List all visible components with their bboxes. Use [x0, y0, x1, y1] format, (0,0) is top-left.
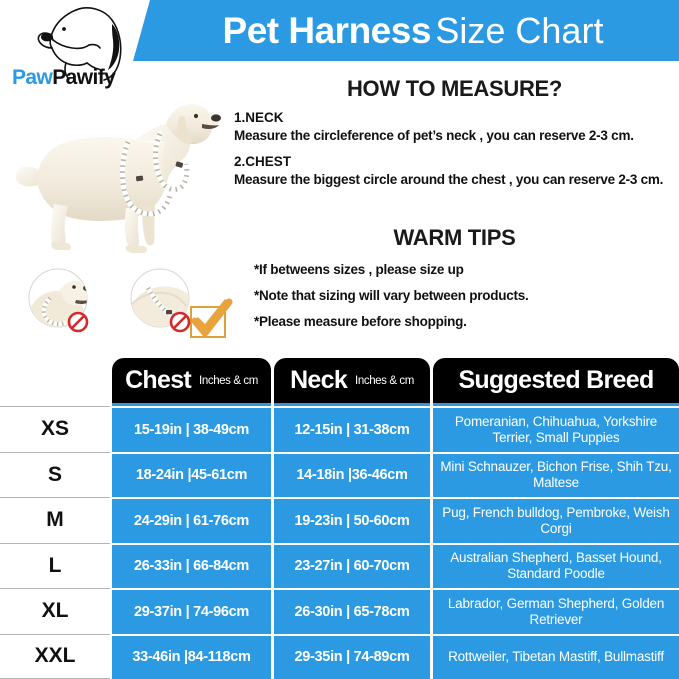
logo-word-paw: Paw	[12, 66, 53, 89]
cell-size: XXL	[0, 633, 110, 679]
incorrect-neck-inset	[28, 268, 89, 333]
size-table-header: Chest Inches & cm Neck Inches & cm Sugge…	[0, 358, 679, 406]
incorrect-chest-inset	[130, 268, 191, 333]
cell-size: L	[0, 542, 110, 588]
warm-tips-body: *If betweens sizes , please size up *Not…	[254, 262, 679, 340]
orange-checkmark-icon	[191, 298, 233, 337]
dog-nose-icon	[41, 32, 53, 42]
cell-size: XL	[0, 588, 110, 634]
dog-head-icon	[37, 7, 122, 81]
measure-step-text-2: Measure the biggest circle around the ch…	[234, 172, 664, 187]
cell-breed: Mini Schnauzer, Bichon Frise, Shih Tzu, …	[433, 451, 679, 497]
dog-measurement-photo	[15, 104, 221, 253]
table-row: XS 15-19in | 38-49cm 12-15in | 31-38cm P…	[0, 406, 679, 452]
table-row: S 18-24in |45-61cm 14-18in |36-46cm Mini…	[0, 451, 679, 497]
cell-neck: 29-35in | 74-89cm	[274, 633, 430, 679]
cell-chest: 15-19in | 38-49cm	[112, 406, 271, 452]
column-header-breed-title: Suggested Breed	[458, 366, 654, 394]
warm-tip-3: *Please measure before shopping.	[254, 314, 467, 329]
cell-breed: Australian Shepherd, Basset Hound, Stand…	[433, 542, 679, 588]
cell-size: M	[0, 497, 110, 543]
column-header-neck-title: Neck	[290, 366, 348, 394]
size-table: Chest Inches & cm Neck Inches & cm Sugge…	[0, 358, 679, 679]
cell-chest: 18-24in |45-61cm	[112, 451, 271, 497]
how-to-measure-body: 1.NECK Measure the circleference of pet’…	[234, 110, 679, 187]
cell-size: XS	[0, 406, 110, 452]
column-header-chest: Chest Inches & cm	[112, 358, 271, 406]
warm-tip-1: *If betweens sizes , please size up	[254, 262, 464, 277]
column-header-breed: Suggested Breed	[433, 358, 679, 406]
brand-logo: PawPawify	[8, 4, 138, 102]
warm-tips-heading: WARM TIPS	[393, 225, 516, 250]
column-header-neck: Neck Inches & cm	[274, 358, 430, 406]
dog-ear-icon	[108, 24, 120, 70]
table-row: XXL 33-46in |84-118cm 29-35in | 74-89cm …	[0, 633, 679, 679]
table-row: L 26-33in | 66-84cm 23-27in | 60-70cm Au…	[0, 542, 679, 588]
cell-chest: 24-29in | 61-76cm	[112, 497, 271, 543]
prohibited-icon	[169, 311, 191, 333]
header-banner: Pet Harness Size Chart	[133, 0, 679, 61]
warm-tip-2: *Note that sizing will vary between prod…	[254, 288, 529, 303]
column-header-chest-title: Chest	[125, 366, 192, 394]
measure-step-text-1: Measure the circleference of pet’s neck …	[234, 128, 634, 143]
cell-breed: Labrador, German Shepherd, Golden Retrie…	[433, 588, 679, 634]
cell-neck: 23-27in | 60-70cm	[274, 542, 430, 588]
cell-neck: 14-18in |36-46cm	[274, 451, 430, 497]
cell-breed: Pomeranian, Chihuahua, Yorkshire Terrier…	[433, 406, 679, 452]
cell-breed: Rottweiler, Tibetan Mastiff, Bullmastiff	[433, 633, 679, 679]
dog-eye-icon	[62, 27, 66, 31]
cell-neck: 19-23in | 50-60cm	[274, 497, 430, 543]
logo-wordmark: PawPawify	[12, 66, 116, 90]
illustration-panel	[2, 100, 233, 352]
banner-title-light: Size Chart	[435, 10, 604, 51]
logo-word-pawify: Pawify	[52, 66, 116, 89]
prohibited-icon	[67, 311, 89, 333]
measure-step-head-1: 1.NECK	[234, 110, 284, 125]
cell-breed: Pug, French bulldog, Pembroke, Weish Cor…	[433, 497, 679, 543]
cell-neck: 12-15in | 31-38cm	[274, 406, 430, 452]
measure-step-head-2: 2.CHEST	[234, 154, 292, 169]
cell-chest: 33-46in |84-118cm	[112, 633, 271, 679]
cell-chest: 29-37in | 74-96cm	[112, 588, 271, 634]
table-row: M 24-29in | 61-76cm 19-23in | 50-60cm Pu…	[0, 497, 679, 543]
cell-neck: 26-30in | 65-78cm	[274, 588, 430, 634]
banner-title-bold: Pet Harness	[222, 10, 432, 51]
how-to-measure-heading: HOW TO MEASURE?	[346, 76, 563, 101]
cell-size: S	[0, 451, 110, 497]
banner-title: Pet Harness Size Chart	[209, 12, 604, 49]
table-row: XL 29-37in | 74-96cm 26-30in | 65-78cm L…	[0, 588, 679, 634]
cell-chest: 26-33in | 66-84cm	[112, 542, 271, 588]
column-header-neck-units: Inches & cm	[355, 374, 414, 387]
column-header-chest-units: Inches & cm	[199, 374, 258, 387]
